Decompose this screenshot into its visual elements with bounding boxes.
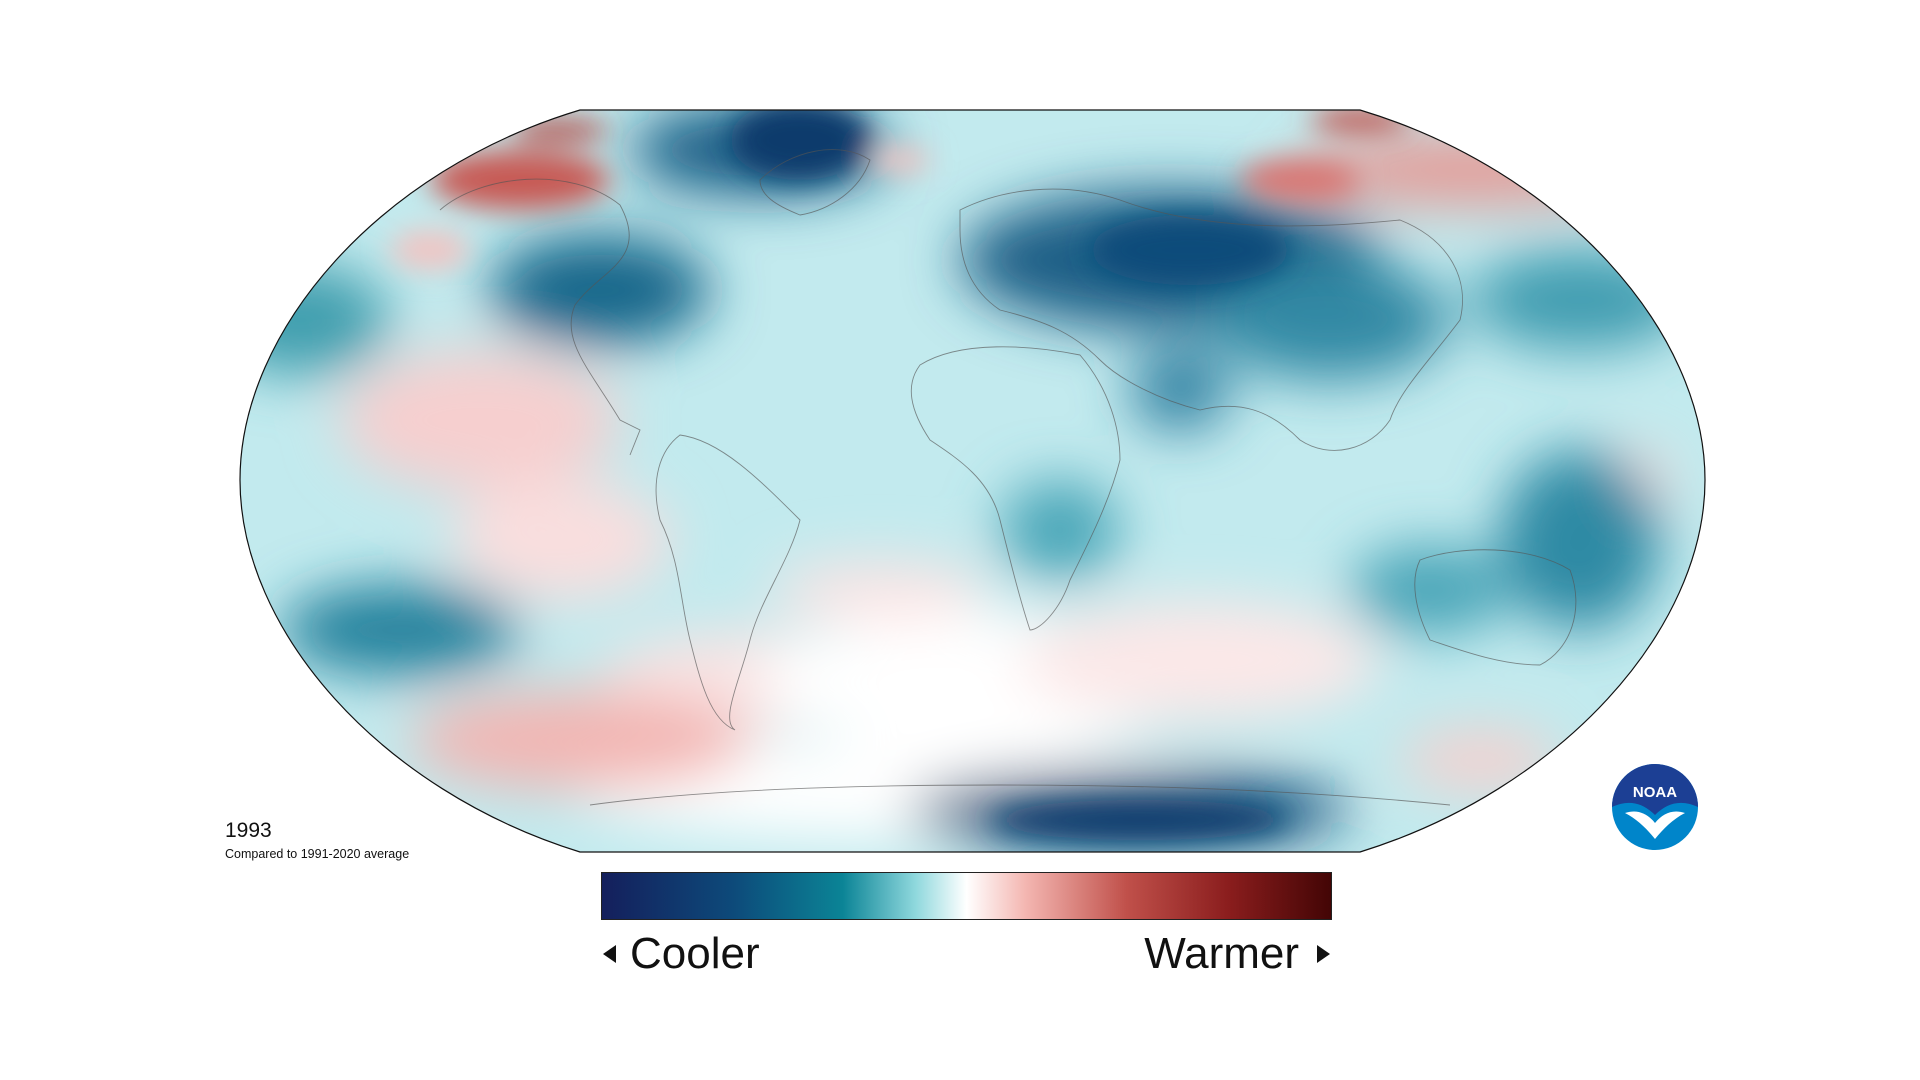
color-scale-bar [601,872,1332,920]
warmer-label: Warmer [1144,929,1299,978]
left-arrow-icon [603,945,616,963]
coastlines [439,149,1577,806]
year-label: 1993 [225,819,272,842]
cooler-legend: Cooler [603,928,760,980]
noaa-logo: NOAA [1612,764,1698,850]
noaa-logo-text: NOAA [1633,784,1677,801]
cooler-label: Cooler [630,929,760,978]
baseline-subtitle: Compared to 1991-2020 average [225,847,410,861]
warmer-legend: Warmer [1144,928,1330,980]
right-arrow-icon [1317,945,1330,963]
anomaly-field [240,110,1705,852]
